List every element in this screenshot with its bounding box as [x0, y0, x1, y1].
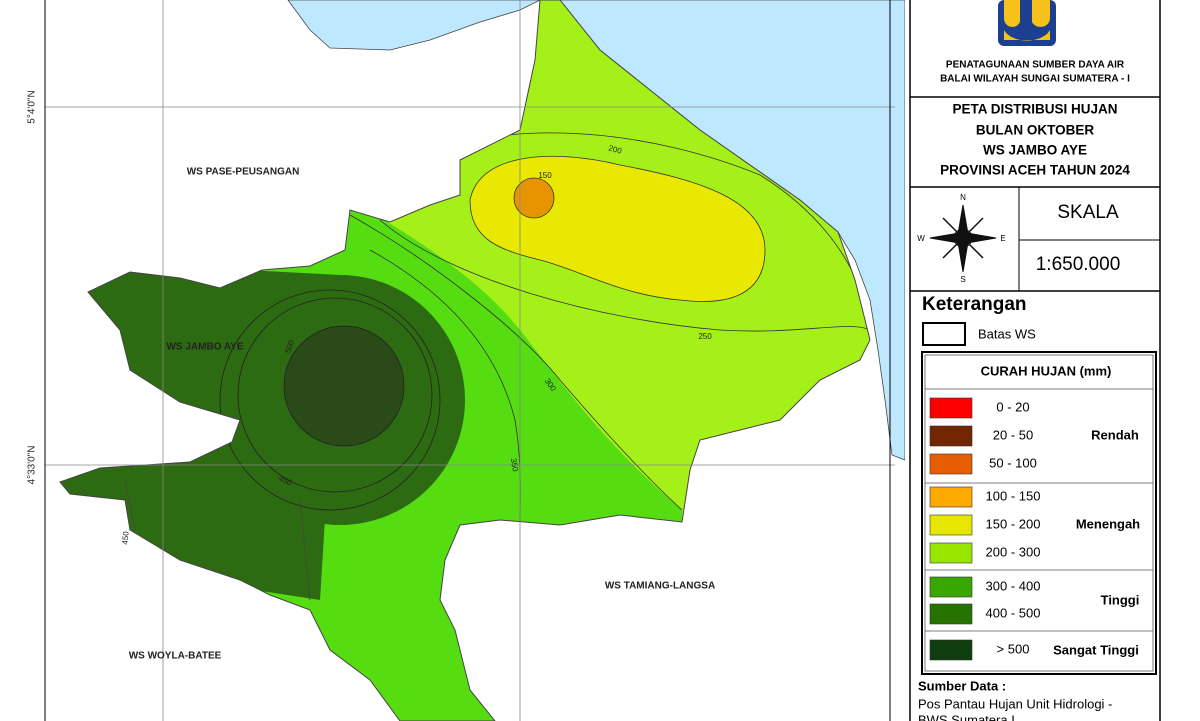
region-label: WS TAMIANG-LANGSA [605, 581, 715, 592]
contour-label: 450 [121, 530, 131, 545]
legend-swatch [929, 453, 973, 475]
rain-heading: CURAH HUJAN (mm) [981, 363, 1112, 378]
map-title: PROVINSI ACEH TAHUN 2024 [940, 163, 1130, 178]
organization: PENATAGUNAAN SUMBER DAYA AIR [946, 60, 1125, 71]
contour-label: 250 [698, 332, 712, 341]
legend-range: 200 - 300 [986, 544, 1041, 559]
map-title: BULAN OKTOBER [976, 123, 1095, 138]
contour-label: 200 [607, 144, 623, 156]
contour-label: 150 [538, 171, 552, 180]
legend-heading: Keterangan [922, 294, 1027, 315]
compass-rose [953, 228, 973, 248]
legend-group: Rendah [1091, 427, 1139, 442]
map-title: WS JAMBO AYE [983, 143, 1087, 158]
logo-shape [1004, 0, 1050, 27]
contour-line [237, 297, 433, 493]
zone-above-500 [283, 325, 405, 447]
legend-swatch [929, 397, 973, 419]
legend-group: Sangat Tinggi [1053, 642, 1139, 657]
legend-range: 20 - 50 [993, 427, 1033, 442]
zone-100-150 [513, 177, 555, 219]
contour-label: 500 [283, 339, 296, 355]
legend-group: Menengah [1076, 516, 1140, 531]
legend-range: 400 - 500 [986, 605, 1041, 620]
scale: 1:650.000 [1036, 254, 1121, 275]
compass-letter: N [960, 193, 966, 202]
legend-swatch [929, 514, 973, 536]
coordinate-label: 5°4'0"N [27, 90, 38, 123]
compass-rose [942, 217, 984, 259]
region-label: WS WOYLA-BATEE [129, 651, 222, 662]
legend-range: 100 - 150 [986, 488, 1041, 503]
compass-letter: W [917, 234, 925, 243]
compass-letter: S [960, 275, 965, 284]
legend-box [924, 354, 1154, 672]
legend-swatch [929, 576, 973, 598]
legend-group: Tinggi [1101, 592, 1140, 607]
contour-line [219, 289, 441, 511]
source-heading: Sumber Data : [918, 678, 1006, 693]
boundary-line [124, 479, 311, 601]
region-label: WS JAMBO AYE [166, 342, 243, 353]
organization: BALAI WILAYAH SUNGAI SUMATERA - I [940, 74, 1130, 85]
compass-letter: E [1000, 234, 1005, 243]
contour-line [379, 219, 870, 332]
source: BWS Sumatera I [918, 712, 1015, 721]
coordinate-label: 4°33'0"N [27, 446, 38, 485]
legend-swatch [929, 425, 973, 447]
legend-range: 150 - 200 [986, 516, 1041, 531]
boundary-swatch [922, 322, 966, 346]
legend-range: 0 - 20 [996, 399, 1029, 414]
logo [998, 0, 1056, 46]
logo-shape [1004, 30, 1050, 41]
compass [929, 204, 997, 273]
contour-label: 350 [509, 458, 520, 473]
contour-line [349, 214, 683, 511]
legend-swatch [929, 542, 973, 564]
boundary-label: Batas WS [978, 326, 1036, 341]
legend-range: 50 - 100 [989, 455, 1037, 470]
scale-heading: SKALA [1057, 202, 1119, 223]
region-label: WS PASE-PEUSANGAN [187, 167, 300, 178]
legend-swatch [929, 486, 973, 508]
source: Pos Pantau Hujan Unit Hidrologi - [918, 696, 1112, 711]
legend-swatch [929, 603, 973, 625]
legend-swatch [929, 639, 973, 661]
legend-range: 300 - 400 [986, 578, 1041, 593]
graticule [45, 0, 895, 721]
map-title: PETA DISTRIBUSI HUJAN [952, 102, 1117, 117]
legend-rows: 0 - 20 20 - 50 50 - 100 100 - 150 150 - 200 2… [925, 388, 1153, 661]
legend-range: > 500 [997, 641, 1030, 656]
contour-line [439, 132, 870, 331]
